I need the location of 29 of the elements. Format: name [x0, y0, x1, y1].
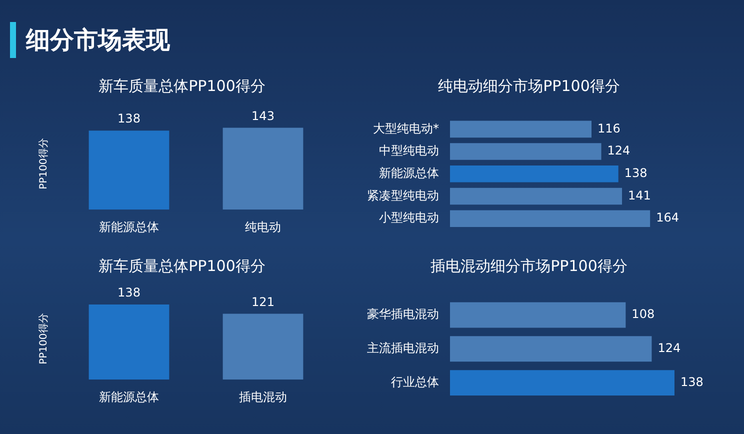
- x-tick-label: 纯电动: [245, 220, 281, 234]
- data-label: 121: [252, 294, 274, 309]
- y-tick-label: 紧凑型纯电动: [367, 188, 439, 202]
- data-label: 143: [252, 108, 274, 123]
- y-axis-title: PP100得分: [38, 138, 50, 190]
- chart-title: 插电混动细分市场PP100得分: [430, 256, 628, 275]
- y-tick-label: 主流插电混动: [367, 341, 439, 356]
- data-label: 141: [628, 188, 651, 202]
- text: 细分市场表现: [26, 25, 170, 56]
- y-tick-label: 豪华插电混动: [367, 307, 439, 322]
- y-tick-label: 行业总体: [391, 374, 439, 389]
- y-axis-title: PP100得分: [38, 313, 50, 364]
- y-tick-label: 小型纯电动: [379, 210, 439, 225]
- data-label: 124: [658, 341, 681, 356]
- data-label: 108: [632, 307, 655, 322]
- data-label: 138: [118, 112, 140, 126]
- data-label: 116: [598, 121, 620, 136]
- y-tick-label: 大型纯电动*: [373, 121, 439, 136]
- y-tick-label: 新能源总体: [379, 166, 439, 180]
- chart-title: 纯电动细分市场PP100得分: [438, 76, 620, 95]
- y-tick-label: 中型纯电动: [379, 144, 439, 158]
- chart-title: 新车质量总体PP100得分: [98, 256, 266, 275]
- data-label: 138: [624, 166, 648, 180]
- x-tick-label: 插电混动: [239, 390, 287, 404]
- chart-title: 新车质量总体PP100得分: [98, 76, 266, 95]
- data-label: 138: [118, 286, 140, 300]
- data-label: 138: [680, 374, 704, 389]
- data-label: 124: [607, 144, 630, 158]
- data-label: 164: [656, 210, 679, 225]
